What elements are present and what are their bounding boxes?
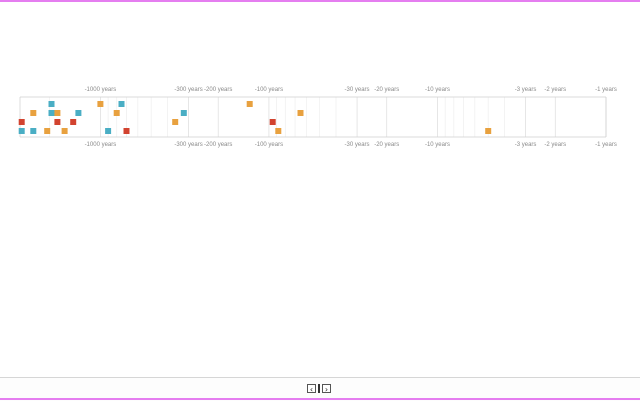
- event-marker-red[interactable]: [18, 119, 25, 125]
- gridlines: [49, 97, 607, 137]
- tick-label-bottom: -2 years: [544, 142, 566, 148]
- event-marker-orange[interactable]: [275, 128, 282, 134]
- tick-label-bottom: -1 years: [595, 142, 617, 148]
- tick-label-top: -20 years: [374, 87, 399, 93]
- tick-label-bottom: -200 years: [204, 142, 232, 148]
- chevron-left-icon[interactable]: ‹: [307, 384, 316, 394]
- event-marker-teal[interactable]: [118, 101, 125, 107]
- bottom-accent-border: [0, 398, 640, 400]
- tick-label-bottom: -1000 years: [85, 142, 117, 148]
- tick-label-top: -200 years: [204, 87, 232, 93]
- event-marker-teal[interactable]: [48, 110, 55, 116]
- event-marker-orange[interactable]: [54, 110, 61, 116]
- tick-label-top: -1 years: [595, 87, 617, 93]
- event-marker-red[interactable]: [54, 119, 61, 125]
- event-marker-orange[interactable]: [113, 110, 120, 116]
- tick-label-top: -2 years: [544, 87, 566, 93]
- event-marker-teal[interactable]: [180, 110, 187, 116]
- tick-label-bottom: -300 years: [174, 142, 202, 148]
- event-marker-teal[interactable]: [75, 110, 82, 116]
- event-marker-red[interactable]: [123, 128, 130, 134]
- tick-label-bottom: -10 years: [425, 142, 450, 148]
- event-marker-orange[interactable]: [61, 128, 68, 134]
- top-accent-border: [0, 0, 640, 2]
- tick-label-bottom: -3 years: [515, 142, 537, 148]
- timeline-chart: -1000 years -1000 years -300 years -300 yea…: [18, 87, 617, 148]
- event-marker-orange[interactable]: [485, 128, 492, 134]
- chevron-right-icon[interactable]: ›: [322, 384, 331, 394]
- data-points: [18, 101, 492, 134]
- event-marker-orange[interactable]: [44, 128, 51, 134]
- event-marker-orange[interactable]: [97, 101, 104, 107]
- tick-label-top: -3 years: [515, 87, 537, 93]
- tick-label-top: -10 years: [425, 87, 450, 93]
- tick-label-bottom: -100 years: [255, 142, 283, 148]
- event-marker-teal[interactable]: [18, 128, 25, 134]
- event-marker-teal[interactable]: [48, 101, 55, 107]
- tick-label-top: -30 years: [345, 87, 370, 93]
- event-marker-orange[interactable]: [297, 110, 304, 116]
- tick-labels: -1000 years -1000 years -300 years -300 yea…: [85, 87, 617, 148]
- timeline-navigation: ‹ ›: [307, 383, 331, 394]
- tick-label-top: -1000 years: [85, 87, 117, 93]
- event-marker-orange[interactable]: [172, 119, 179, 125]
- event-marker-red[interactable]: [70, 119, 77, 125]
- bottom-navigation-bar: ‹ ›: [0, 377, 640, 401]
- tick-label-top: -300 years: [174, 87, 202, 93]
- event-marker-teal[interactable]: [105, 128, 112, 134]
- tick-label-top: -100 years: [255, 87, 283, 93]
- tick-label-bottom: -20 years: [374, 142, 399, 148]
- scroll-position-indicator[interactable]: [318, 384, 320, 393]
- event-marker-orange[interactable]: [30, 110, 37, 116]
- event-marker-red[interactable]: [269, 119, 276, 125]
- tick-label-bottom: -30 years: [345, 142, 370, 148]
- event-marker-teal[interactable]: [30, 128, 37, 134]
- event-marker-orange[interactable]: [246, 101, 253, 107]
